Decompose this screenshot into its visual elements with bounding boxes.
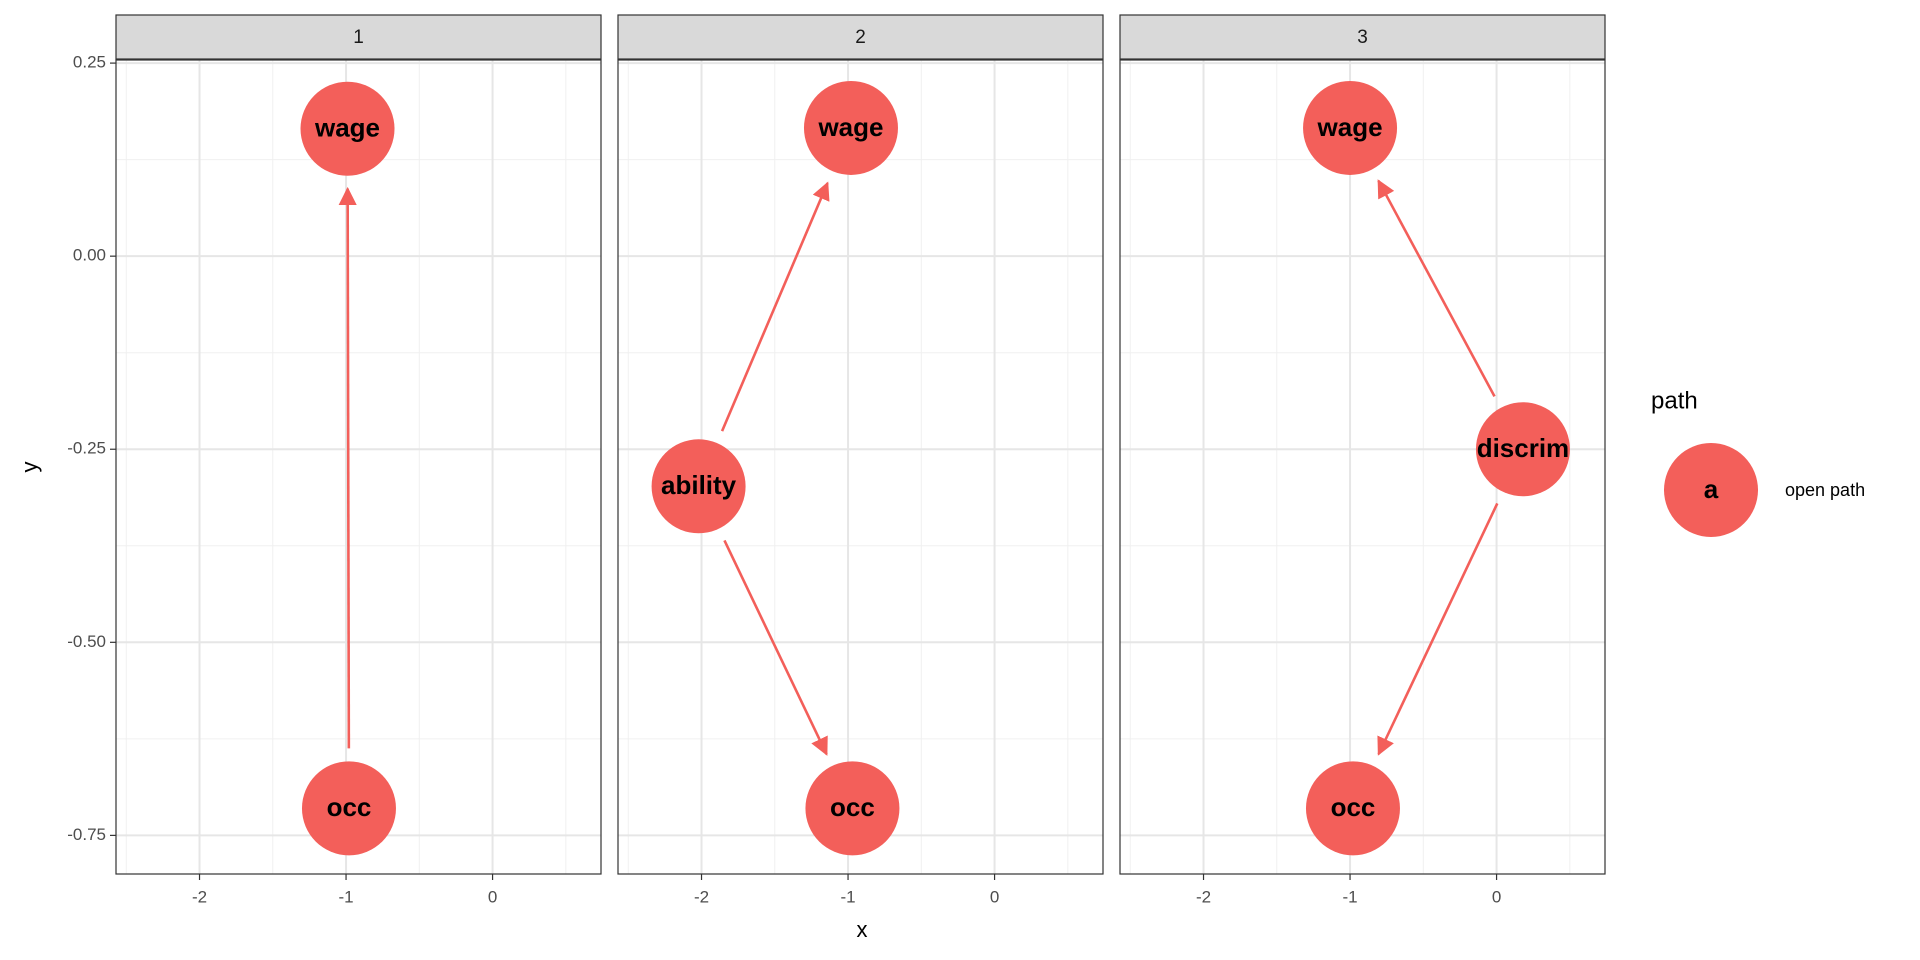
facet-strip — [1119, 14, 1606, 60]
node — [1305, 761, 1400, 856]
node — [300, 81, 395, 176]
edge — [723, 539, 828, 756]
node — [1303, 80, 1398, 175]
facet-strip — [617, 14, 1104, 60]
x-tick-label: -1 — [338, 887, 353, 906]
x-tick-label: -2 — [694, 887, 709, 906]
y-axis-title: y — [17, 462, 42, 473]
panel-border — [115, 59, 602, 875]
node — [301, 761, 396, 856]
edge — [1377, 502, 1499, 756]
node — [1475, 402, 1570, 497]
panel-border — [1119, 59, 1606, 875]
legend-title: path — [1651, 387, 1698, 414]
node-label: occ — [830, 792, 875, 822]
node-label: occ — [1331, 792, 1376, 822]
facet-label: 3 — [1357, 27, 1368, 48]
edge — [1377, 179, 1496, 398]
node-label: ability — [661, 470, 737, 500]
node-label: occ — [327, 792, 372, 822]
legend-label: open path — [1785, 480, 1865, 500]
edge — [720, 181, 830, 432]
facet-label: 2 — [855, 27, 866, 48]
x-tick-label: 0 — [1492, 887, 1501, 906]
x-axis-title: x — [857, 917, 868, 942]
node — [651, 439, 746, 534]
node-label: wage — [1317, 112, 1383, 142]
y-tick-label: -0.25 — [67, 439, 106, 458]
x-tick-label: -2 — [192, 887, 207, 906]
edge — [338, 186, 357, 749]
y-tick-label: -0.75 — [67, 825, 106, 844]
legend-key — [1664, 443, 1758, 537]
x-tick-label: -1 — [1342, 887, 1357, 906]
legend-symbol: a — [1704, 474, 1719, 504]
panel-border — [617, 59, 1104, 875]
node-label: wage — [314, 113, 380, 143]
node-label: discrim — [1477, 433, 1570, 463]
x-tick-label: 0 — [990, 887, 999, 906]
facet-strip — [115, 14, 602, 60]
node-label: wage — [817, 112, 883, 142]
x-tick-label: -1 — [840, 887, 855, 906]
x-tick-label: -2 — [1196, 887, 1211, 906]
y-tick-label: -0.50 — [67, 632, 106, 651]
y-tick-label: 0.25 — [73, 53, 106, 72]
facet-label: 1 — [353, 27, 364, 48]
y-tick-label: 0.00 — [73, 246, 106, 265]
x-tick-label: 0 — [488, 887, 497, 906]
node — [803, 80, 898, 175]
node — [805, 761, 900, 856]
